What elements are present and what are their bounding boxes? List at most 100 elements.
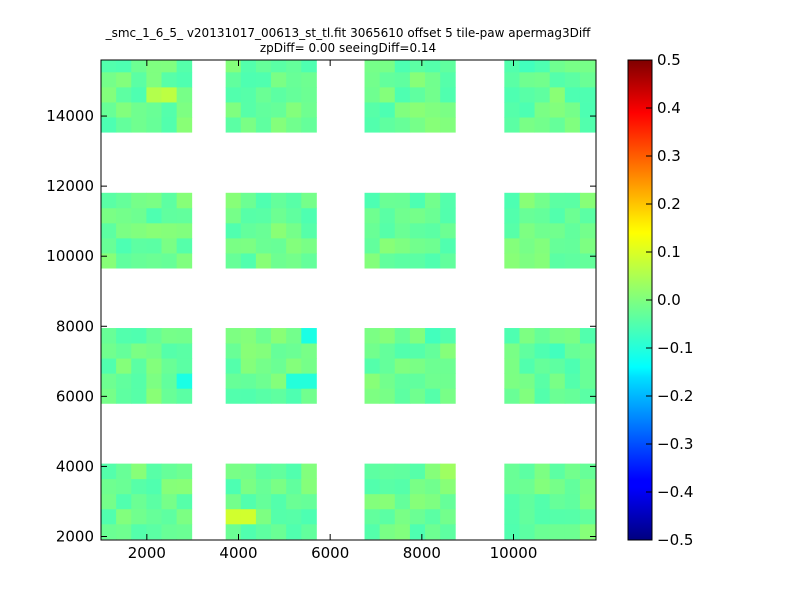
heatmap-cell [225, 358, 242, 374]
heatmap-cell [409, 207, 426, 224]
heatmap-cell [271, 493, 287, 510]
heatmap-cell [161, 343, 178, 359]
heatmap-cell [301, 523, 317, 540]
heatmap-cell [255, 358, 272, 374]
heatmap-cell [301, 343, 317, 359]
heatmap-cell [425, 207, 441, 224]
heatmap-cell [101, 478, 117, 495]
heatmap-cell [409, 192, 426, 209]
heatmap-cell [240, 192, 257, 209]
heatmap-cell [116, 493, 132, 510]
heatmap-cell [394, 508, 411, 525]
heatmap-cell [286, 207, 302, 224]
heatmap-cell [364, 493, 381, 510]
heatmap-cell [564, 207, 581, 224]
heatmap-cell [116, 192, 132, 209]
heatmap-cell [131, 358, 147, 374]
heatmap-cell [564, 508, 581, 525]
heatmap-cell [286, 493, 302, 510]
y-axis: 2000 4000 6000 8000 10000 12000 14000 [46, 107, 596, 545]
heatmap-cell [564, 493, 581, 510]
heatmap-cell [161, 207, 178, 224]
heatmap-cell [379, 358, 396, 374]
heatmap-cell [409, 253, 426, 269]
heatmap-cell [549, 222, 566, 239]
heatmap-cell [131, 102, 147, 118]
heatmap-cell [519, 463, 535, 480]
heatmap-cell [504, 508, 520, 525]
heatmap-cell [176, 253, 193, 269]
heatmap-cell [301, 328, 317, 344]
heatmap-cell [301, 102, 317, 118]
heatmap-cell [549, 493, 566, 510]
heatmap-cell [225, 328, 242, 344]
heatmap-cell [240, 328, 257, 344]
heatmap-cell [146, 207, 162, 224]
heatmap-cell [101, 237, 117, 254]
heatmap-cell [240, 222, 257, 239]
heatmap-cell [504, 328, 520, 344]
heatmap-cell [425, 222, 441, 239]
heatmap-cell [101, 373, 117, 389]
colorbar-tick-label: −0.5 [657, 531, 693, 549]
heatmap-cell [301, 388, 317, 404]
heatmap-cell [440, 328, 456, 344]
heatmap-cell [519, 523, 535, 540]
heatmap-cell [534, 192, 551, 209]
heatmap-cell [564, 102, 581, 118]
heatmap-cell [146, 60, 162, 73]
x-tick-label: 10000 [490, 544, 538, 562]
heatmap-cell [225, 237, 242, 254]
heatmap-cell [161, 493, 178, 510]
heatmap-cell [255, 388, 272, 404]
heatmap-cell [549, 117, 566, 133]
heatmap-cell [255, 102, 272, 118]
heatmap-cell [225, 102, 242, 118]
heatmap-cell [504, 207, 520, 224]
heatmap-cell [116, 222, 132, 239]
heatmap-cell [271, 60, 287, 73]
heatmap-cell [440, 237, 456, 254]
heatmap-cell [301, 358, 317, 374]
heatmap-cell [116, 373, 132, 389]
heatmap-cell [255, 328, 272, 344]
heatmap-cell [131, 523, 147, 540]
heatmap-cell [379, 463, 396, 480]
heatmap-cell [564, 192, 581, 209]
heatmap-cell [440, 86, 456, 103]
heatmap-cell [101, 222, 117, 239]
heatmap-cell [301, 222, 317, 239]
heatmap-cell [116, 253, 132, 269]
heatmap-cell [146, 463, 162, 480]
heatmap-cell [440, 388, 456, 404]
heatmap-cell [101, 343, 117, 359]
heatmap-cell [534, 207, 551, 224]
heatmap-cell [131, 253, 147, 269]
heatmap-cell [176, 508, 193, 525]
colorbar-tick-label: −0.1 [657, 339, 693, 357]
heatmap-cell [116, 508, 132, 525]
heatmap-cell [504, 343, 520, 359]
heatmap-cell [286, 478, 302, 495]
heatmap-cell [225, 222, 242, 239]
heatmap-cell [225, 463, 242, 480]
heatmap-cell [286, 373, 302, 389]
heatmap-cell [440, 71, 456, 88]
heatmap-cell [534, 117, 551, 133]
heatmap-cell [564, 117, 581, 133]
heatmap-cell [409, 343, 426, 359]
heatmap-cell [176, 237, 193, 254]
heatmap-cell [549, 102, 566, 118]
heatmap-cell [240, 388, 257, 404]
heatmap-cell [519, 86, 535, 103]
heatmap-cell [101, 388, 117, 404]
heatmap-cell [255, 60, 272, 73]
heatmap-cell [301, 478, 317, 495]
y-tick-label: 8000 [56, 317, 94, 335]
x-tick-label: 8000 [403, 544, 441, 562]
heatmap-cell [240, 523, 257, 540]
heatmap-cell [161, 508, 178, 525]
heatmap-cell [286, 523, 302, 540]
heatmap-cell [286, 86, 302, 103]
